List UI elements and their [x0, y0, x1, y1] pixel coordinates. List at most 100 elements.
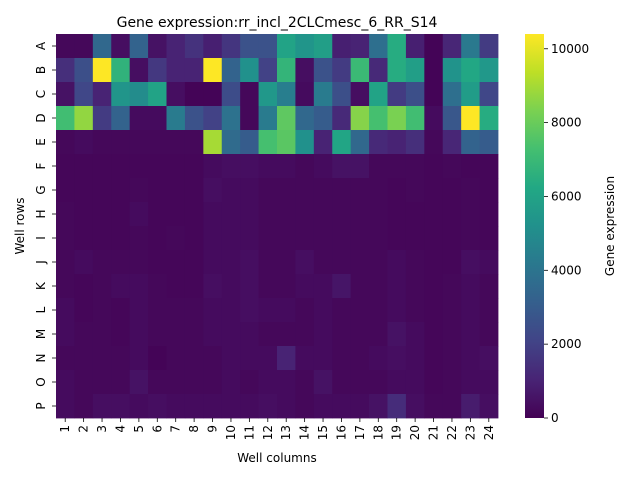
heatmap-cell [313, 82, 333, 107]
heatmap-cell [332, 58, 352, 83]
heatmap-cell [424, 82, 444, 107]
heatmap-cell [295, 394, 315, 419]
heatmap-cell [479, 298, 499, 323]
heatmap-cell [203, 202, 223, 227]
colorbar-tick-label: 10000 [551, 42, 589, 56]
y-tick-label: F [34, 162, 48, 169]
heatmap-cell [221, 202, 241, 227]
heatmap-cell [461, 130, 480, 155]
x-tick-label: 6 [150, 425, 164, 433]
heatmap-cell [184, 370, 204, 395]
heatmap-cell [424, 250, 444, 275]
heatmap-cell [111, 370, 131, 395]
heatmap-cell [258, 394, 278, 419]
heatmap-cell [479, 274, 499, 299]
heatmap-cell [295, 130, 315, 155]
x-tick-label: 18 [371, 425, 385, 440]
heatmap-cell [258, 298, 278, 323]
heatmap-cell [92, 34, 112, 59]
heatmap-cell [442, 178, 462, 203]
heatmap-cell [424, 34, 444, 59]
heatmap-cell [405, 106, 425, 131]
heatmap-cell [203, 250, 223, 275]
heatmap-cell [129, 298, 149, 323]
colorbar-tick-label: 4000 [551, 263, 582, 277]
heatmap-cell [295, 154, 315, 179]
heatmap-cell [442, 370, 462, 395]
heatmap-cell [203, 154, 223, 179]
heatmap-cell [148, 274, 167, 299]
colorbar-tick-label: 8000 [551, 116, 582, 130]
y-axis: A B C D E F G H I J K L M N O P [34, 41, 56, 410]
heatmap-cell [350, 322, 370, 347]
heatmap-cell [56, 322, 75, 347]
heatmap-cell [74, 322, 94, 347]
heatmap-cell [203, 58, 223, 83]
heatmap-cell [479, 106, 499, 131]
heatmap-cell [442, 394, 462, 419]
heatmap-cell [387, 226, 407, 251]
heatmap-cell [461, 58, 480, 83]
heatmap-cell [129, 226, 149, 251]
heatmap-cell [332, 226, 352, 251]
x-tick-label: 8 [187, 425, 201, 433]
heatmap-cell [166, 250, 186, 275]
y-tick-label: L [34, 306, 48, 313]
heatmap-cell [405, 346, 425, 371]
heatmap-cell [184, 130, 204, 155]
heatmap-cell [166, 322, 186, 347]
heatmap-cell [313, 274, 333, 299]
colorbar-tick-label: 2000 [551, 337, 582, 351]
heatmap-cell [277, 226, 296, 251]
heatmap-cell [92, 298, 112, 323]
heatmap-cell [442, 82, 462, 107]
heatmap-cell [240, 274, 259, 299]
heatmap-cell [258, 82, 278, 107]
heatmap-cell [405, 274, 425, 299]
heatmap-cell [442, 322, 462, 347]
heatmap-cell [258, 154, 278, 179]
heatmap-cell [184, 34, 204, 59]
heatmap-cell [332, 202, 352, 227]
y-axis-label: Well rows [13, 197, 27, 254]
heatmap-cell [350, 202, 370, 227]
heatmap-cell [56, 250, 75, 275]
heatmap-cell [221, 82, 241, 107]
heatmap-cell [129, 250, 149, 275]
y-tick-label: G [34, 185, 48, 194]
heatmap-cell [479, 202, 499, 227]
heatmap-cell [166, 178, 186, 203]
heatmap-cell [350, 274, 370, 299]
heatmap-cell [277, 394, 296, 419]
y-tick-label: O [34, 377, 48, 386]
heatmap-cell [332, 106, 352, 131]
heatmap-cell [332, 178, 352, 203]
heatmap-cell [387, 178, 407, 203]
x-tick-label: 2 [77, 425, 91, 433]
heatmap-cell [111, 202, 131, 227]
x-tick-label: 23 [463, 425, 477, 440]
heatmap-cell [461, 154, 480, 179]
heatmap-cell [129, 106, 149, 131]
heatmap-cell [479, 226, 499, 251]
heatmap-cell [313, 154, 333, 179]
x-axis: 1 2 3 4 5 6 7 8 9 10 11 12 13 14 15 16 17 18 19 20 21 22 23 24 [58, 418, 496, 440]
heatmap-cell [387, 370, 407, 395]
heatmap-cell [424, 298, 444, 323]
heatmap-cell [129, 154, 149, 179]
heatmap-cell [240, 58, 259, 83]
heatmap-cell [405, 394, 425, 419]
x-tick-label: 1 [58, 425, 72, 433]
heatmap-cell [221, 298, 241, 323]
heatmap-cell [332, 322, 352, 347]
heatmap-cell [221, 274, 241, 299]
heatmap-cell [295, 82, 315, 107]
heatmap-cell [313, 178, 333, 203]
heatmap-cell [258, 250, 278, 275]
heatmap-cell [92, 106, 112, 131]
heatmap-cell [405, 178, 425, 203]
y-tick-label: K [34, 281, 48, 290]
heatmap-cell [148, 154, 167, 179]
heatmap-cell [442, 346, 462, 371]
heatmap-cell [56, 298, 75, 323]
